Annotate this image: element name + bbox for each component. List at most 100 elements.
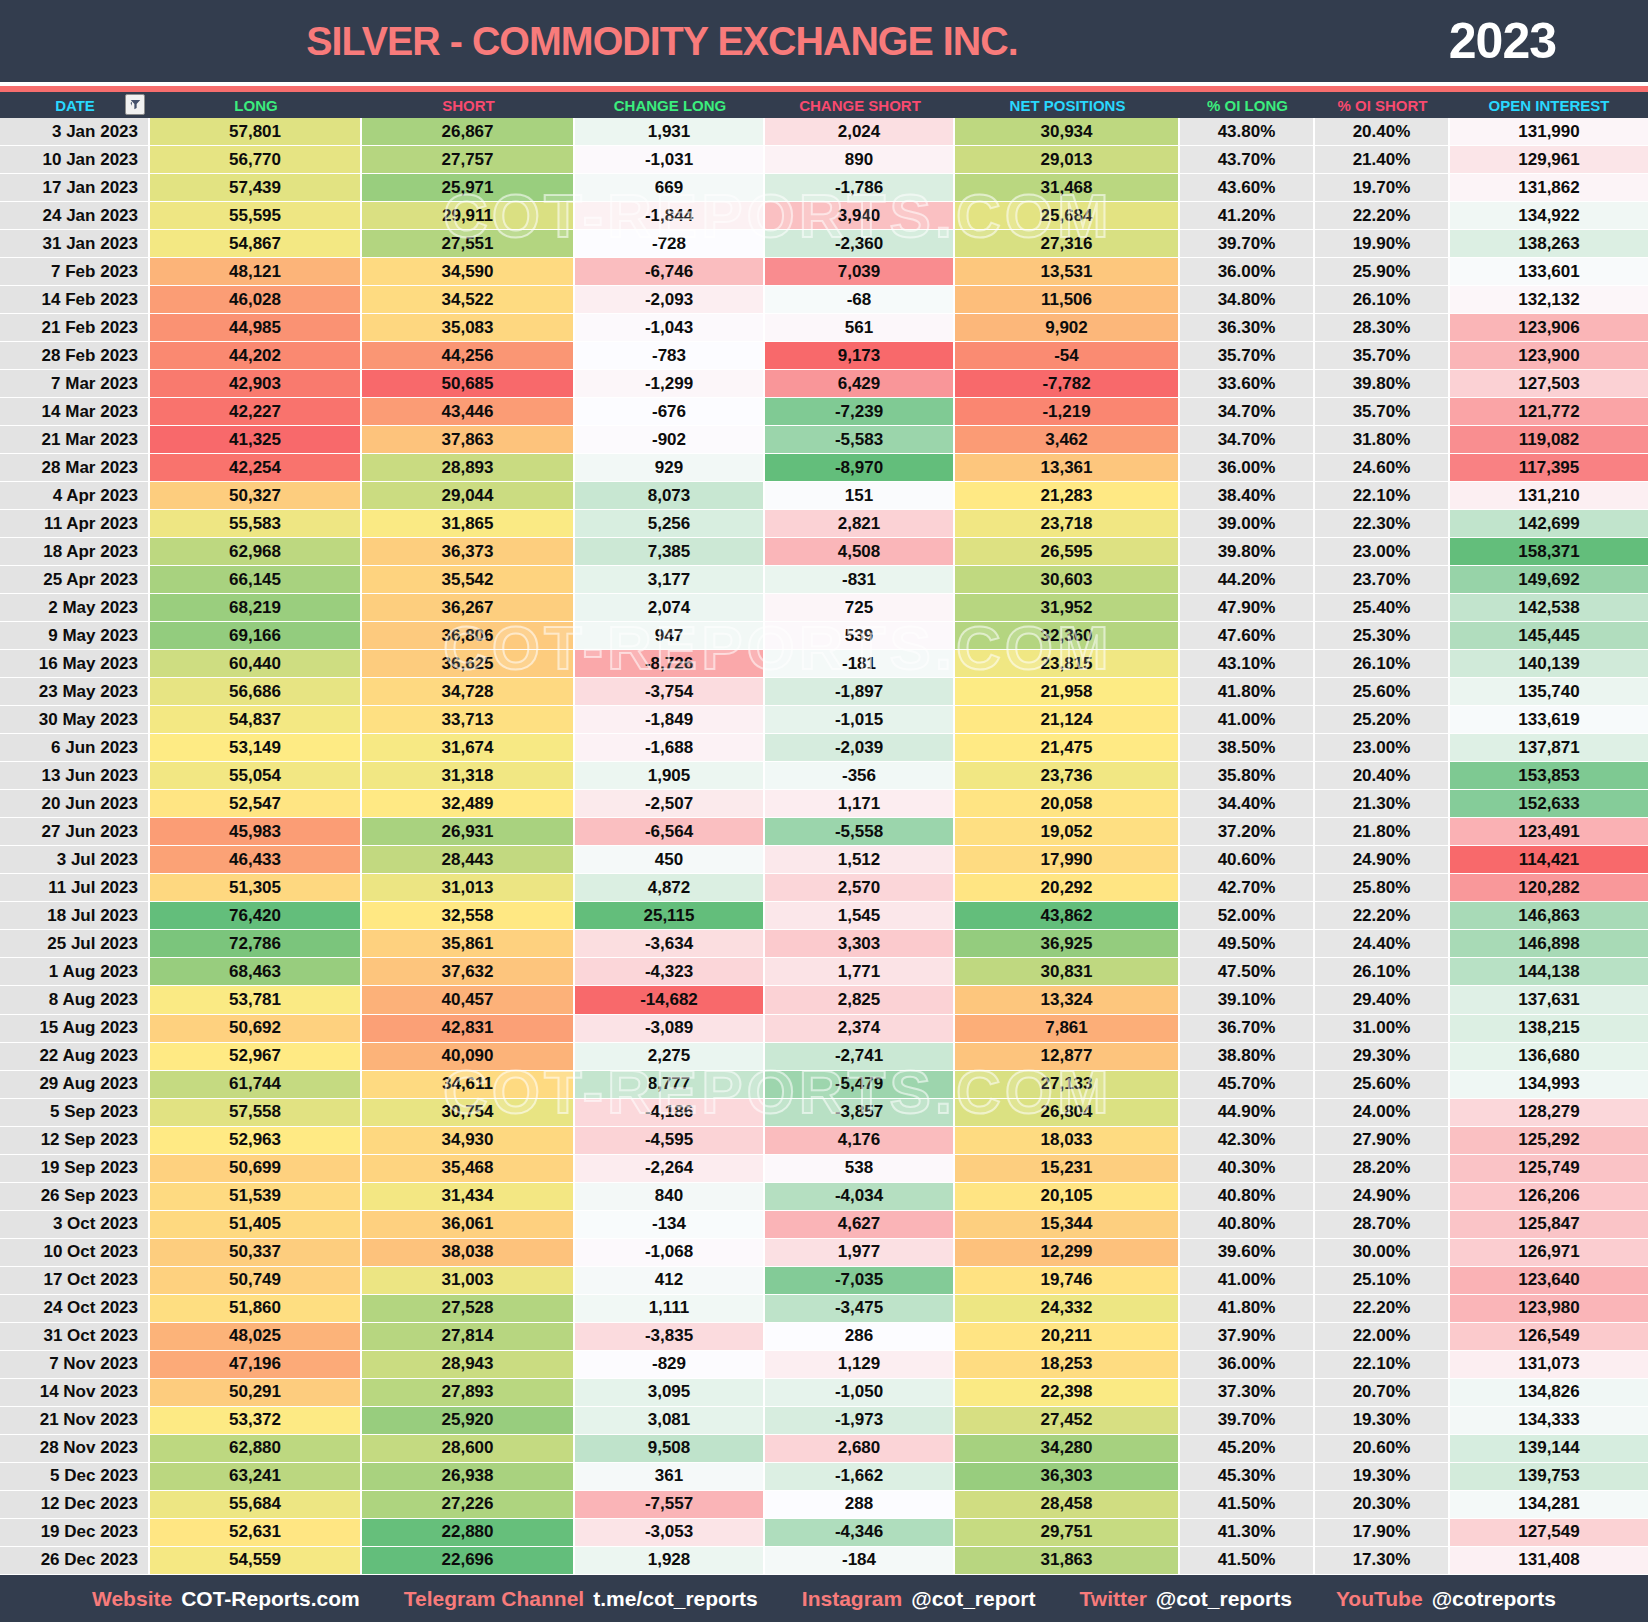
cell-change-long: -829 [575, 1351, 765, 1379]
cell-date: 7 Nov 2023 [0, 1351, 150, 1379]
cell-long: 52,967 [150, 1043, 362, 1071]
cell-net-positions: 19,052 [955, 818, 1180, 846]
cell-change-long: 669 [575, 174, 765, 202]
cell-change-long: -8,726 [575, 650, 765, 678]
cell-change-short: -5,583 [765, 426, 955, 454]
cell-oi-short-pct: 31.80% [1315, 426, 1450, 454]
cell-change-short: 1,977 [765, 1239, 955, 1267]
footer-value-instagram-handle[interactable]: @cot_report [911, 1587, 1035, 1611]
cell-date: 7 Mar 2023 [0, 370, 150, 398]
cell-change-short: -68 [765, 286, 955, 314]
cell-short: 25,920 [362, 1407, 575, 1435]
cell-oi-long-pct: 36.00% [1180, 454, 1315, 482]
cell-oi-long-pct: 47.90% [1180, 594, 1315, 622]
cell-change-long: -1,043 [575, 314, 765, 342]
cell-net-positions: 29,013 [955, 146, 1180, 174]
cell-long: 69,166 [150, 622, 362, 650]
table-row: 11 Jul 202351,30531,0134,8722,57020,2924… [0, 874, 1648, 902]
cell-oi-short-pct: 35.70% [1315, 342, 1450, 370]
cell-change-long: -3,053 [575, 1519, 765, 1547]
cell-oi-short-pct: 39.80% [1315, 370, 1450, 398]
cell-change-long: 8,777 [575, 1071, 765, 1099]
cell-oi-long-pct: 35.70% [1180, 342, 1315, 370]
cell-short: 27,551 [362, 230, 575, 258]
cell-date: 11 Jul 2023 [0, 874, 150, 902]
cell-oi-short-pct: 26.10% [1315, 958, 1450, 986]
table-row: 28 Feb 202344,20244,256-7839,173-5435.70… [0, 342, 1648, 370]
cell-oi-long-pct: 37.30% [1180, 1379, 1315, 1407]
table-row: 22 Aug 202352,96740,0902,275-2,74112,877… [0, 1043, 1648, 1071]
cot-data-table: DATE LONG SHORT CHANGE LONG CHANGE SHORT… [0, 92, 1648, 1575]
cell-oi-short-pct: 20.30% [1315, 1491, 1450, 1519]
cell-date: 26 Dec 2023 [0, 1547, 150, 1575]
cell-long: 52,631 [150, 1519, 362, 1547]
cell-oi-short-pct: 25.20% [1315, 706, 1450, 734]
filter-icon[interactable] [125, 94, 145, 115]
footer-value-website-link[interactable]: COT-Reports.com [181, 1587, 360, 1611]
table-row: 12 Dec 202355,68427,226-7,55728828,45841… [0, 1491, 1648, 1519]
cell-oi-short-pct: 19.30% [1315, 1463, 1450, 1491]
cell-open-interest: 142,699 [1450, 510, 1648, 538]
cell-change-long: 3,177 [575, 566, 765, 594]
cell-open-interest: 134,333 [1450, 1407, 1648, 1435]
cell-change-short: -3,475 [765, 1295, 955, 1323]
cell-open-interest: 144,138 [1450, 958, 1648, 986]
cell-open-interest: 123,906 [1450, 314, 1648, 342]
cell-open-interest: 125,847 [1450, 1211, 1648, 1239]
cell-change-short: 2,825 [765, 986, 955, 1014]
cell-change-short: 890 [765, 146, 955, 174]
cot-report-page: SILVER - COMMODITY EXCHANGE INC. 2023 DA… [0, 0, 1648, 1622]
cell-long: 48,121 [150, 258, 362, 286]
cell-date: 17 Oct 2023 [0, 1267, 150, 1295]
cell-short: 22,696 [362, 1547, 575, 1575]
cell-short: 35,468 [362, 1155, 575, 1183]
footer-value-telegram-link[interactable]: t.me/cot_reports [593, 1587, 758, 1611]
cell-change-long: -1,031 [575, 146, 765, 174]
cell-oi-short-pct: 20.40% [1315, 118, 1450, 146]
cell-oi-short-pct: 22.20% [1315, 902, 1450, 930]
cell-change-long: 4,872 [575, 874, 765, 902]
cell-change-long: 947 [575, 622, 765, 650]
cell-long: 72,786 [150, 930, 362, 958]
cell-change-long: -783 [575, 342, 765, 370]
cell-change-long: 3,081 [575, 1407, 765, 1435]
cell-date: 28 Feb 2023 [0, 342, 150, 370]
cell-change-long: -3,835 [575, 1323, 765, 1351]
footer-value-youtube-handle[interactable]: @cotreports [1432, 1587, 1556, 1611]
cell-oi-long-pct: 45.70% [1180, 1071, 1315, 1099]
cell-open-interest: 138,263 [1450, 230, 1648, 258]
cell-change-short: 4,176 [765, 1127, 955, 1155]
cell-net-positions: 34,280 [955, 1435, 1180, 1463]
cell-net-positions: 20,105 [955, 1183, 1180, 1211]
cell-open-interest: 142,538 [1450, 594, 1648, 622]
footer-value-twitter-handle[interactable]: @cot_reports [1156, 1587, 1292, 1611]
cell-change-long: 1,111 [575, 1295, 765, 1323]
table-row: 7 Nov 202347,19628,943-8291,12918,25336.… [0, 1351, 1648, 1379]
cell-long: 54,559 [150, 1547, 362, 1575]
table-row: 21 Mar 202341,32537,863-902-5,5833,46234… [0, 426, 1648, 454]
cell-short: 29,044 [362, 482, 575, 510]
cell-open-interest: 152,633 [1450, 790, 1648, 818]
report-header: SILVER - COMMODITY EXCHANGE INC. 2023 [0, 0, 1648, 82]
cell-change-short: 288 [765, 1491, 955, 1519]
cell-open-interest: 132,132 [1450, 286, 1648, 314]
cell-oi-short-pct: 26.10% [1315, 650, 1450, 678]
cell-date: 25 Apr 2023 [0, 566, 150, 594]
cell-date: 18 Jul 2023 [0, 902, 150, 930]
cell-change-short: 286 [765, 1323, 955, 1351]
cell-open-interest: 128,279 [1450, 1099, 1648, 1127]
table-row: 5 Sep 202357,55830,754-4,186-3,85726,804… [0, 1099, 1648, 1127]
cell-date: 5 Sep 2023 [0, 1099, 150, 1127]
table-row: 19 Dec 202352,63122,880-3,053-4,34629,75… [0, 1519, 1648, 1547]
cell-oi-long-pct: 41.30% [1180, 1519, 1315, 1547]
cell-date: 21 Nov 2023 [0, 1407, 150, 1435]
cell-long: 63,241 [150, 1463, 362, 1491]
cell-change-long: -1,068 [575, 1239, 765, 1267]
cell-change-long: -728 [575, 230, 765, 258]
cell-long: 44,985 [150, 314, 362, 342]
cell-net-positions: 13,361 [955, 454, 1180, 482]
cell-change-long: -3,634 [575, 930, 765, 958]
cell-net-positions: 20,292 [955, 874, 1180, 902]
cell-change-long: -1,849 [575, 706, 765, 734]
footer-label: YouTube [1336, 1587, 1423, 1611]
